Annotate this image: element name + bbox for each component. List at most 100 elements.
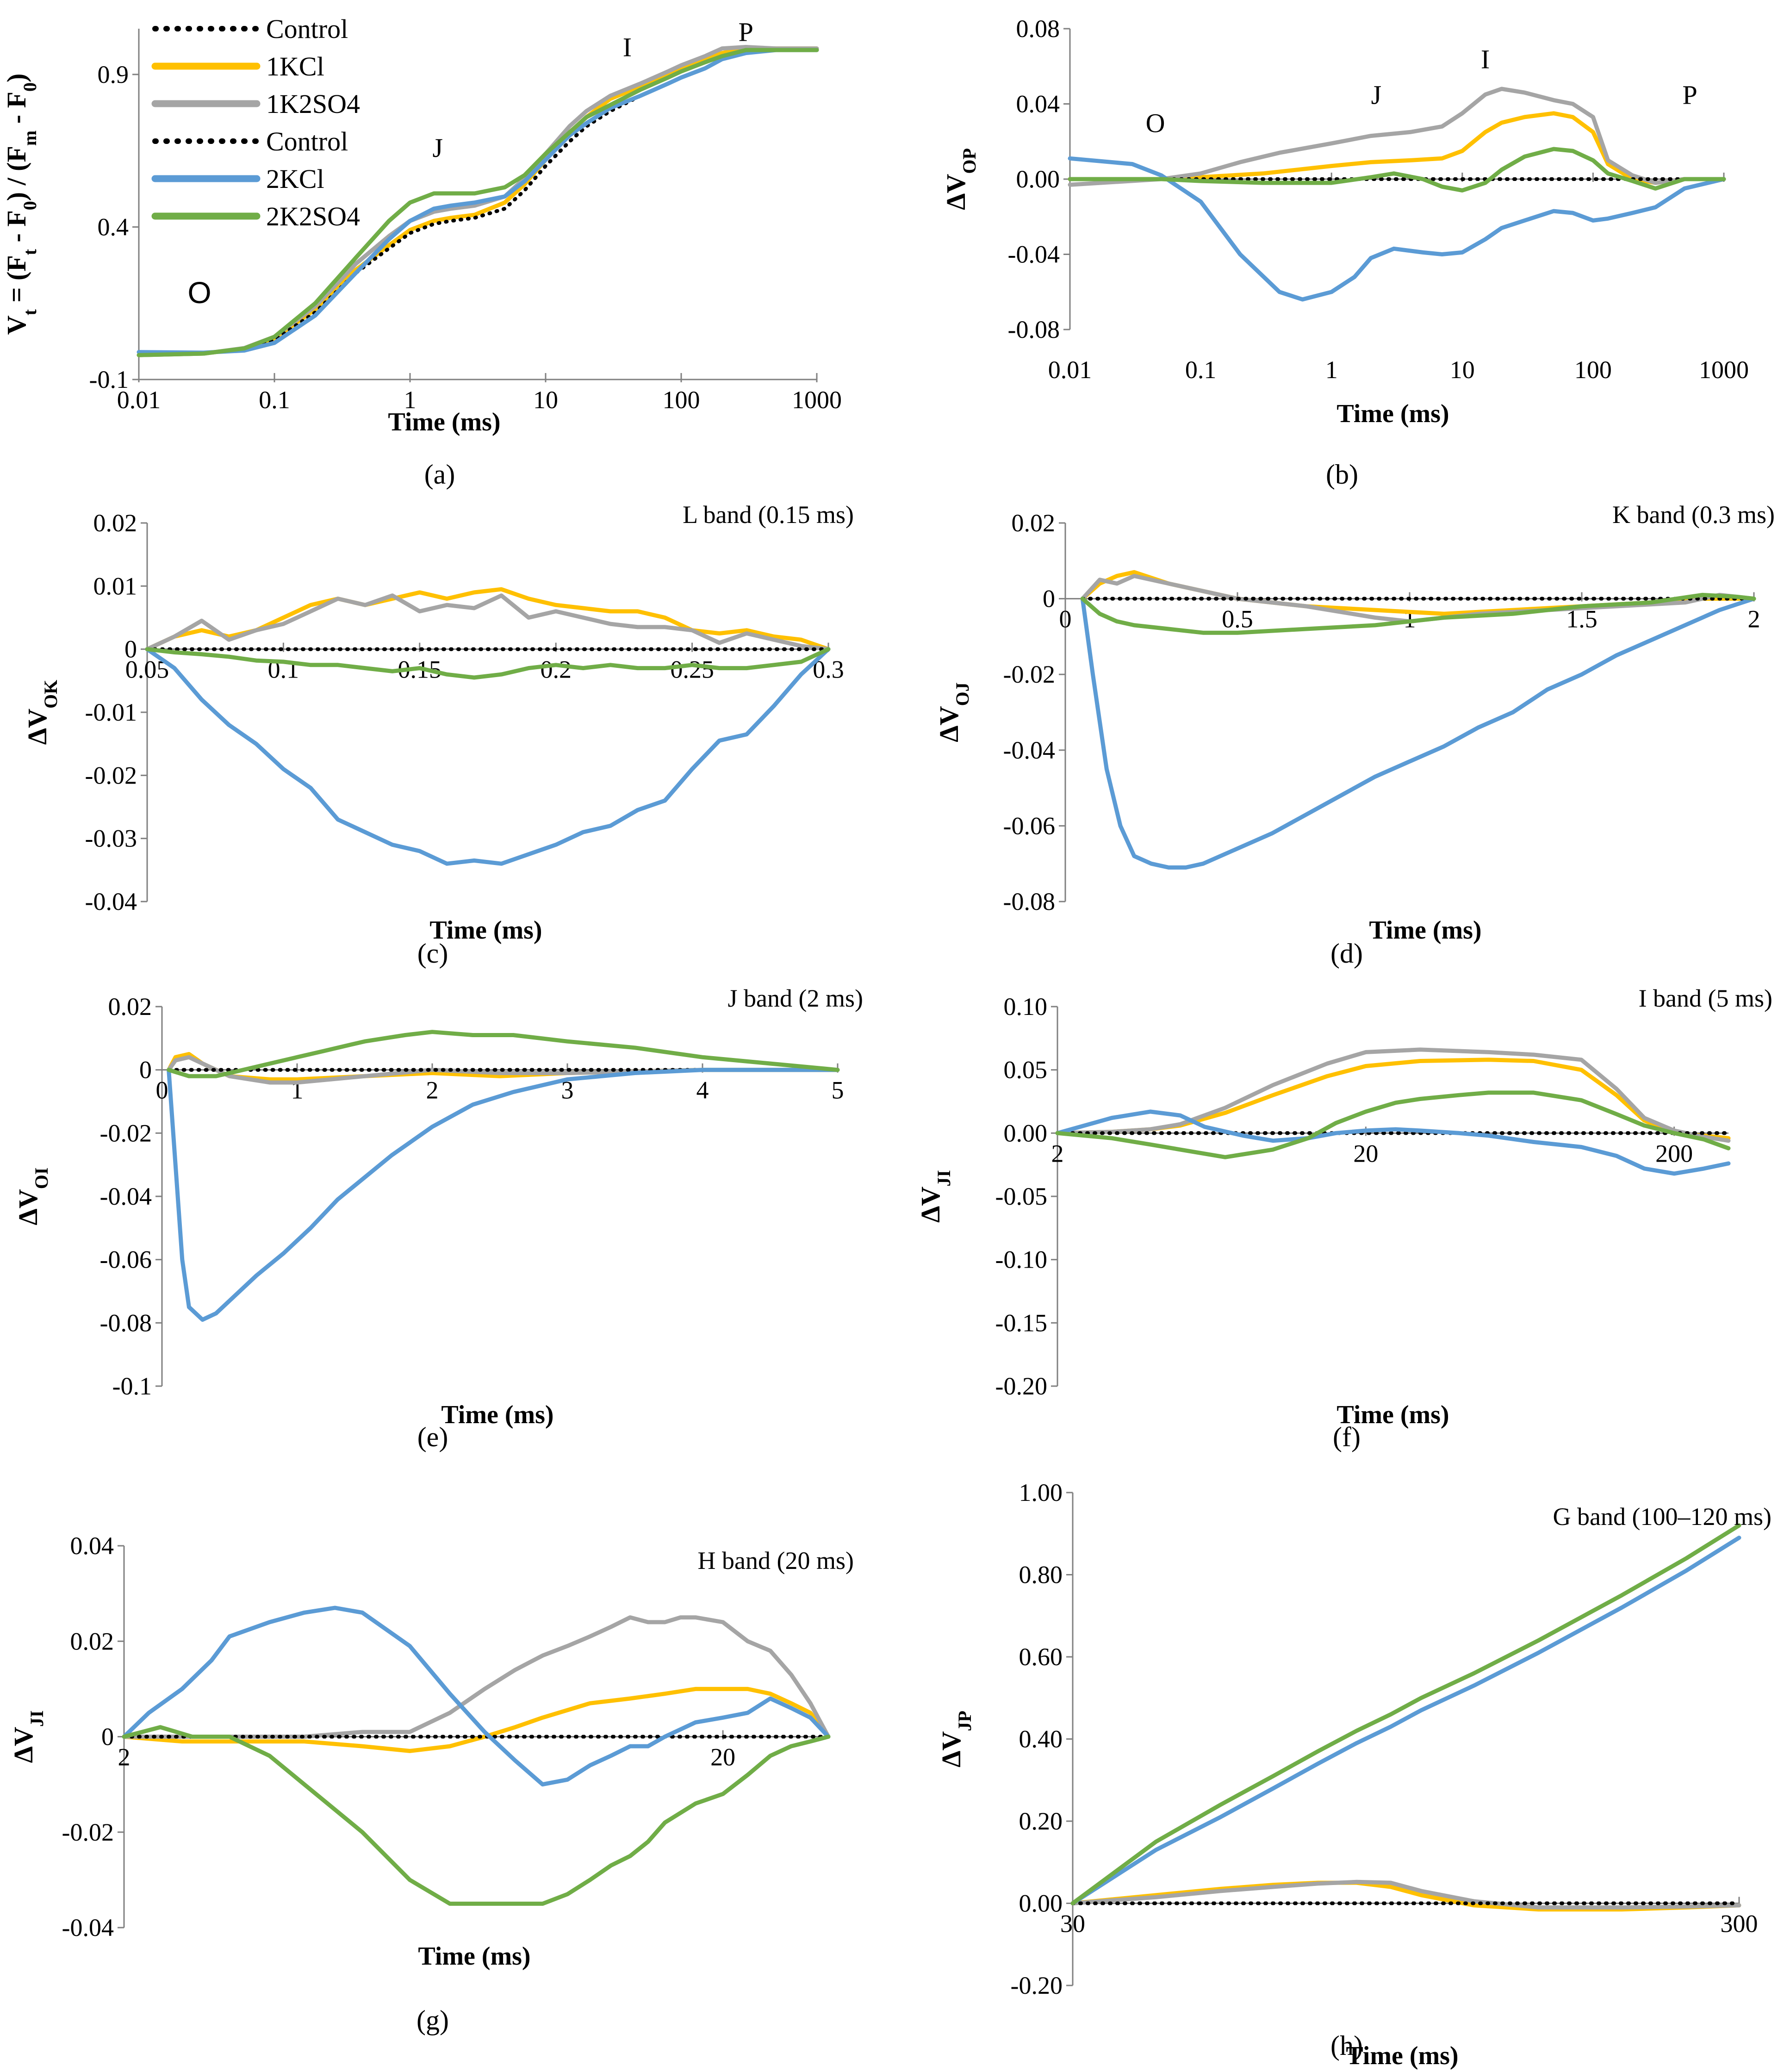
y-tick-label: 0.80 [1019, 1561, 1063, 1589]
series-line-2kcl [137, 48, 819, 355]
y-tick-label: -0.02 [1003, 660, 1055, 688]
y-tick-label: -0.02 [85, 761, 137, 789]
chart-a: -0.1 0.4 0.9 0.01 0.1 1 10 100 1000 Time (ms) (a) V… [1, 14, 842, 490]
y-tick-label: -0.1 [112, 1372, 152, 1400]
x-tick-label: 0 [1059, 605, 1072, 633]
series-line-1k2so4 [1068, 87, 1726, 187]
series-line-2k2so4 [1055, 1090, 1731, 1159]
y-tick-label: 0.02 [108, 993, 152, 1020]
panel-caption: (a) [424, 459, 455, 490]
legend: Control 1KCl 1K2SO4 Control 2KCl 2K2SO4 [151, 14, 360, 231]
x-tick-label: 2 [118, 1743, 131, 1771]
panel-caption: (f) [1333, 1422, 1361, 1452]
y-tick-label: 0.02 [93, 509, 137, 537]
y-tick-label: -0.03 [85, 825, 137, 852]
phase-label-o: O [187, 275, 211, 310]
x-tick-label: 1000 [1699, 356, 1749, 384]
phase-label-o: O [1146, 108, 1165, 138]
phase-label-p: P [1682, 80, 1697, 110]
band-label: H band (20 ms) [698, 1547, 854, 1574]
chart-g: -0.04 -0.02 0 0.02 0.04 2 20 Time (ms) (g) H band… [8, 1532, 854, 2035]
phase-label-j: J [1371, 80, 1382, 110]
y-tick-label: 0.08 [1016, 15, 1060, 43]
legend-label: Control [266, 14, 348, 44]
y-tick-label: 0.40 [1019, 1725, 1063, 1753]
y-tick-label: 0.04 [1016, 90, 1060, 118]
y-axis-label: ΔVJI [8, 1711, 47, 1763]
y-tick-label: -0.01 [85, 698, 137, 726]
x-tick-label: 0.1 [259, 386, 290, 414]
y-axis-label: ΔVOI [13, 1168, 52, 1226]
series-line-1kcl [122, 1686, 831, 1753]
series-line-1k2so4 [1055, 1047, 1731, 1143]
y-tick-label: -0.08 [1008, 316, 1060, 343]
series-line-control [137, 48, 819, 357]
legend-label: Control [266, 126, 348, 156]
series-line-2k2so4 [122, 1725, 831, 1906]
y-axis-label: ΔVOJ [934, 682, 973, 742]
y-axis-label: ΔVJI [915, 1170, 954, 1223]
legend-label: 2K2SO4 [266, 201, 360, 231]
y-tick-label: -0.06 [1003, 812, 1055, 840]
y-tick-label: 0.02 [1012, 509, 1056, 537]
chart-h: -0.20 0.00 0.20 0.40 0.60 0.80 1.00 30 300 Time (… [936, 1479, 1772, 2070]
y-axis-label: ΔVOP [941, 148, 980, 210]
x-tick-label: 20 [1353, 1139, 1378, 1167]
x-axis-label: Time (ms) [441, 1400, 553, 1429]
x-tick-label: 0.2 [540, 656, 572, 684]
y-tick-label: -0.05 [995, 1182, 1047, 1210]
phase-label-i: I [1481, 44, 1490, 74]
y-tick-label: -0.15 [995, 1309, 1047, 1337]
y-tick-label: -0.04 [85, 888, 137, 915]
panel-caption: (c) [417, 938, 448, 969]
series-line-1kcl [167, 1052, 840, 1082]
x-tick-label: 5 [832, 1076, 844, 1104]
series-line-2k2so4 [1070, 1523, 1741, 1905]
x-axis-label: Time (ms) [1336, 399, 1449, 428]
series-line-1kcl [137, 46, 819, 357]
series-line-1k2so4 [167, 1055, 840, 1085]
y-tick-label: 0.10 [1004, 993, 1048, 1020]
legend-label: 2KCl [266, 164, 324, 194]
band-label: G band (100–120 ms) [1553, 1503, 1772, 1531]
y-tick-label: 0.00 [1004, 1119, 1048, 1147]
y-tick-label: 0 [101, 1723, 114, 1751]
panel-caption: (h) [1330, 2030, 1363, 2061]
series-line-2kcl [1070, 1536, 1741, 1905]
y-tick-label: 0.4 [98, 213, 129, 241]
y-tick-label: -0.20 [995, 1372, 1047, 1400]
x-tick-label: 0.25 [670, 656, 714, 684]
series-line-1kcl [1080, 570, 1756, 616]
y-tick-label: -0.06 [100, 1246, 152, 1274]
x-tick-label: 200 [1655, 1139, 1693, 1167]
y-tick-label: 0.20 [1019, 1807, 1063, 1835]
y-tick-label: -0.08 [1003, 888, 1055, 915]
x-tick-label: 100 [1574, 356, 1612, 384]
x-tick-label: 1000 [792, 386, 842, 414]
x-axis-label: Time (ms) [1346, 2041, 1458, 2070]
chart-b: -0.08 -0.04 0.00 0.04 0.08 0.01 0.1 1 10 100 1000 T… [941, 15, 1749, 490]
legend-label: 1KCl [266, 51, 324, 81]
y-axis-label: ΔVJP [936, 1711, 975, 1767]
band-label: J band (2 ms) [728, 984, 863, 1012]
y-tick-label: -0.02 [100, 1119, 152, 1147]
series-line-2k2so4 [167, 1030, 840, 1078]
phase-label-p: P [739, 17, 753, 47]
x-tick-label: 4 [696, 1076, 709, 1104]
x-tick-label: 2 [1051, 1139, 1064, 1167]
series-line-1k2so4 [1070, 1879, 1741, 1910]
y-axis-label: Vt = (Ft - F0) / (Fm - F0) [1, 74, 40, 335]
series-line-2kcl [1068, 156, 1726, 302]
x-tick-label: 0.5 [1222, 605, 1253, 633]
phase-label-j: J [433, 133, 443, 163]
panel-caption: (e) [417, 1422, 448, 1452]
y-axis-label: ΔVOK [22, 680, 61, 745]
x-axis-label: Time (ms) [418, 1942, 530, 1971]
x-tick-label: 0 [156, 1076, 168, 1104]
x-tick-label: 1 [1325, 356, 1338, 384]
series-line-2kcl [122, 1605, 831, 1787]
y-tick-label: -0.02 [62, 1818, 114, 1846]
